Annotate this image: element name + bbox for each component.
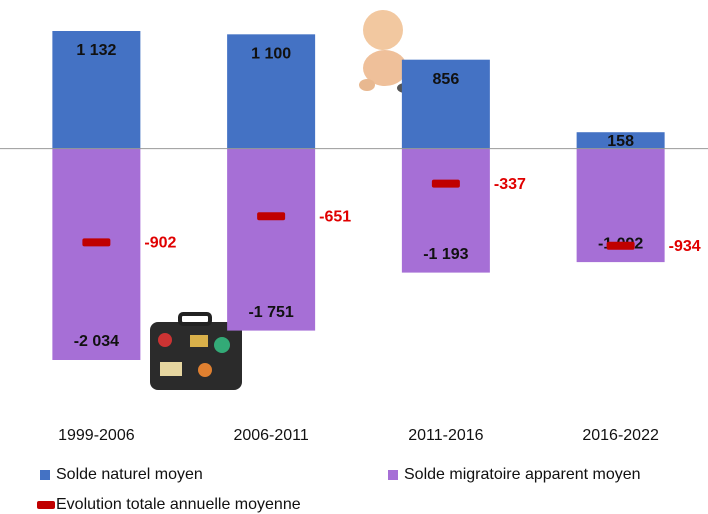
value-label: 1 100 [251,46,291,63]
value-label: 158 [607,133,634,150]
value-label: 856 [433,71,460,88]
bar [576,132,665,149]
x-tick-label: 1999-2006 [58,427,135,444]
legend-label: Evolution totale annuelle moyenne [56,496,301,513]
total-label: -934 [669,238,701,255]
legend-label: Solde migratoire apparent moyen [404,466,641,483]
total-marker [606,241,635,250]
total-marker [257,212,286,221]
total-label: -651 [319,209,351,226]
value-label: -1 193 [423,246,468,263]
x-tick-label: 2016-2022 [582,427,659,444]
legend-swatch [37,501,55,509]
suitcase-illustration [150,312,242,390]
bar [401,59,490,149]
bar [227,148,316,331]
total-marker [82,238,111,247]
x-tick-label: 2006-2011 [233,427,308,444]
bar [52,148,141,360]
value-label: 1 132 [76,42,116,59]
value-label: -2 034 [74,333,119,350]
bar [227,34,316,149]
bar [401,148,490,273]
legend-label: Solde naturel moyen [56,466,203,483]
baby-illustration [359,10,413,93]
total-label: -337 [494,176,526,193]
total-label: -902 [144,235,176,252]
total-marker [431,179,460,188]
legend-swatch [40,470,50,480]
legend-swatch [388,470,398,480]
x-tick-label: 2011-2016 [408,427,483,444]
value-label: -1 751 [248,304,293,321]
bar [52,31,141,149]
